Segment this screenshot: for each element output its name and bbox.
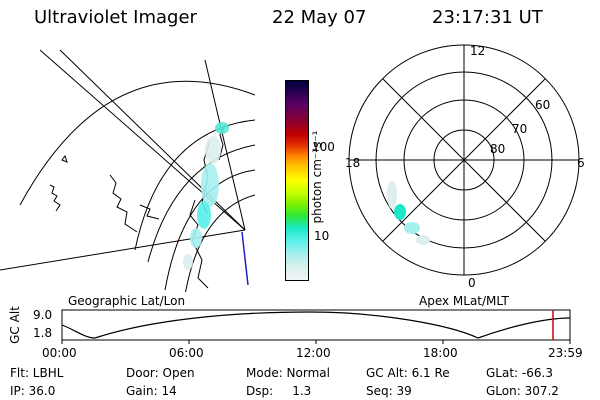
instrument-title: Ultraviolet Imager <box>34 7 197 28</box>
coastline-2 <box>109 174 138 233</box>
seq-info: Seq: 39 <box>366 384 412 398</box>
polar-diagonal-2 <box>382 78 546 242</box>
gain-info: Gain: 14 <box>126 384 177 398</box>
polar-plot-caption: Apex MLat/MLT <box>419 294 509 308</box>
glat-info: GLat: -66.3 <box>486 366 553 380</box>
mlat-label-80: 80 <box>490 142 506 156</box>
glon-info: GLon: 307.2 <box>486 384 559 398</box>
date-label: 22 May 07 <box>272 7 367 28</box>
mlt-label-12: 12 <box>470 44 486 58</box>
door-info: Door: Open <box>126 366 195 380</box>
mlat-label-60: 60 <box>535 98 551 112</box>
altitude-ymin: 1.8 <box>33 326 53 340</box>
geo-map-caption: Geographic Lat/Lon <box>68 294 186 308</box>
mlt-label-0: 0 <box>468 276 476 290</box>
aurora-emission-polar <box>387 181 430 245</box>
coastline-island <box>61 154 68 163</box>
meridian-2 <box>204 59 246 231</box>
latitude-arc-outer <box>19 80 255 206</box>
colorbar <box>285 80 309 281</box>
filter-info: Flt: LBHL <box>10 366 64 380</box>
xtick-1200: 12:00 <box>296 346 331 360</box>
dsp-info: Dsp: 1.3 <box>246 384 312 398</box>
meridian-3 <box>0 229 246 271</box>
time-label: 23:17:31 UT <box>432 7 543 28</box>
altitude-curve <box>61 311 571 339</box>
latitude-arc-4 <box>164 169 255 291</box>
latitude-arc-3 <box>147 144 255 263</box>
xtick-0000: 00:00 <box>42 346 77 360</box>
altitude-frame <box>61 309 571 341</box>
mlt-label-6: 6 <box>577 156 585 170</box>
altitude-ymax: 9.0 <box>33 308 53 322</box>
colorbar-tick-100: 100 <box>312 140 335 154</box>
mlt-label-18: 18 <box>345 156 361 170</box>
mode-info: Mode: Normal <box>246 366 330 380</box>
ip-info: IP: 36.0 <box>10 384 56 398</box>
colorbar-tick-10: 10 <box>314 229 330 243</box>
mlat-label-70: 70 <box>512 122 528 136</box>
coastline-1 <box>49 184 61 212</box>
xtick-0600: 06:00 <box>169 346 204 360</box>
xtick-2359: 23:59 <box>548 346 583 360</box>
latitude-arc-5 <box>185 194 255 292</box>
coastline-3 <box>139 204 160 220</box>
gc-alt-info: GC Alt: 6.1 Re <box>366 366 450 380</box>
latitude-arc-2 <box>134 119 255 251</box>
satellite-track <box>241 231 249 286</box>
xtick-1800: 18:00 <box>423 346 458 360</box>
aurora-emission-geo <box>183 122 229 270</box>
